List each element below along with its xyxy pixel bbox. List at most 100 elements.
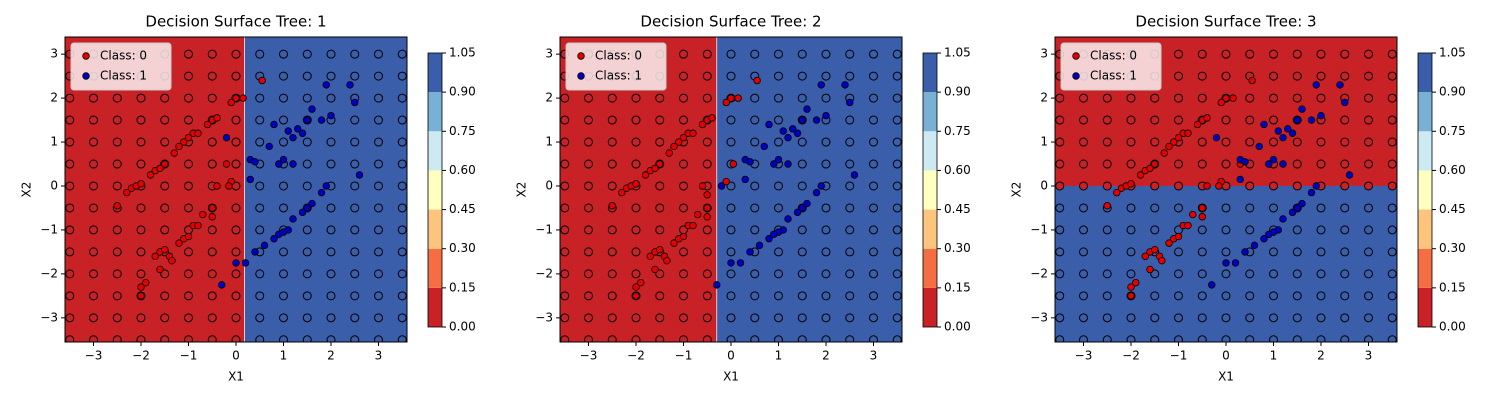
data-point (1215, 182, 1223, 190)
grid-point (374, 225, 383, 235)
grid-point (1364, 115, 1373, 125)
grid-point (1245, 291, 1255, 301)
grid-point (560, 247, 570, 257)
colorbar-band (428, 209, 442, 249)
grid-point (1292, 291, 1302, 301)
colorbar-band (923, 131, 937, 171)
data-point (679, 232, 688, 241)
grid-point (1292, 137, 1302, 147)
grid-point (584, 203, 593, 213)
grid-point (1055, 269, 1065, 279)
data-point (1127, 292, 1135, 300)
grid-point (1221, 247, 1231, 257)
x-tick-label: −3 (85, 349, 103, 363)
grid-point (1126, 137, 1136, 147)
data-point (222, 133, 231, 142)
grid-point (112, 335, 122, 342)
grid-point (821, 269, 831, 279)
data-point (1236, 175, 1244, 184)
grid-point (1316, 335, 1326, 342)
grid-point (1292, 313, 1302, 323)
data-point (817, 182, 825, 190)
grid-point (797, 93, 807, 103)
data-point (694, 210, 702, 219)
grid-point (279, 137, 288, 147)
chart-title: Decision Surface Tree: 2 (640, 13, 821, 31)
grid-point (679, 203, 688, 213)
grid-point (350, 49, 360, 59)
data-point (1193, 120, 1202, 129)
grid-point (302, 181, 312, 191)
grid-point (326, 269, 336, 279)
grid-point (1221, 269, 1231, 279)
x-tick-label: −3 (580, 349, 598, 363)
grid-point (1269, 137, 1278, 147)
grid-point (1126, 203, 1136, 213)
grid-point (607, 291, 617, 301)
grid-point (1102, 269, 1112, 279)
colorbar-tick-label: 1.05 (449, 46, 476, 60)
x-tick-label: 3 (375, 349, 383, 363)
grid-point (1292, 247, 1302, 257)
grid-point (207, 93, 217, 103)
grid-point (560, 115, 570, 125)
grid-point (1079, 313, 1088, 323)
data-point (1317, 111, 1325, 120)
grid-point (584, 313, 593, 323)
x-tick-label: 1 (775, 349, 783, 363)
grid-point (89, 137, 98, 147)
grid-point (1055, 159, 1065, 169)
grid-point (279, 291, 288, 301)
grid-point (136, 269, 146, 279)
x-tick-label: −1 (1170, 349, 1188, 363)
grid-point (1055, 115, 1065, 125)
grid-point (160, 203, 170, 213)
legend-label: Class: 1 (1090, 69, 1137, 83)
grid-point (1174, 93, 1183, 103)
grid-point (255, 93, 265, 103)
x-tick-label: 2 (327, 349, 335, 363)
grid-point (1197, 49, 1207, 59)
grid-point (1221, 291, 1231, 301)
data-point (1279, 133, 1287, 142)
grid-point (892, 71, 902, 81)
grid-point (607, 159, 617, 169)
x-tick-label: 2 (822, 349, 830, 363)
grid-point (1340, 335, 1350, 342)
grid-point (89, 247, 98, 257)
colorbar-tick-label: 0.00 (944, 320, 971, 334)
grid-point (1055, 335, 1065, 342)
grid-point (1387, 269, 1397, 279)
data-point (258, 76, 266, 85)
grid-point (726, 313, 736, 323)
grid-point (607, 137, 617, 147)
grid-point (679, 115, 688, 125)
grid-point (655, 313, 665, 323)
grid-point (207, 247, 217, 257)
grid-point (869, 115, 878, 125)
grid-point (1197, 159, 1207, 169)
grid-point (631, 115, 641, 125)
y-tick-label: −1 (40, 222, 58, 236)
grid-point (397, 313, 407, 323)
grid-point (184, 291, 193, 301)
grid-point (1126, 159, 1136, 169)
grid-point (1387, 335, 1397, 342)
grid-point (679, 335, 688, 342)
colorbar-band (428, 92, 442, 132)
grid-point (1055, 247, 1065, 257)
grid-point (1269, 247, 1278, 257)
y-tick-label: 3 (545, 47, 553, 61)
grid-point (655, 225, 665, 235)
x-tick-label: 0 (1222, 349, 1230, 363)
data-point (113, 202, 121, 210)
grid-point (774, 335, 783, 342)
colorbar-band (923, 248, 937, 288)
data-point (161, 160, 169, 168)
data-point (1307, 188, 1316, 197)
grid-point (584, 291, 593, 301)
grid-point (1269, 49, 1278, 59)
x-tick-label: −2 (627, 349, 645, 363)
colorbar-tick-label: 0.60 (449, 163, 476, 177)
grid-point (655, 335, 665, 342)
